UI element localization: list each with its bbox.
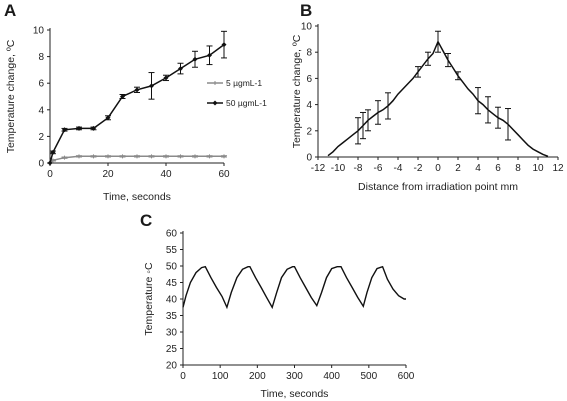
data-point bbox=[207, 154, 212, 159]
x-tick-label: 0 bbox=[47, 169, 53, 180]
panel-letter: B bbox=[300, 1, 312, 20]
data-point bbox=[178, 66, 183, 72]
y-tick-label: 55 bbox=[166, 245, 178, 256]
panel-b: B 0 2 4 6 8 10 -12 -10 -8 -6 -4 -2 0 2 4 6 8 10 12 Distance … bbox=[291, 1, 564, 193]
x-tick-label: -8 bbox=[354, 163, 363, 174]
data-point bbox=[134, 87, 140, 93]
data-point bbox=[207, 52, 212, 58]
y-tick-label: 20 bbox=[166, 361, 178, 372]
x-axis-title: Time, seconds bbox=[261, 388, 329, 400]
x-tick-label: -4 bbox=[394, 163, 403, 174]
y-tick-label: 60 bbox=[166, 229, 178, 240]
data-point bbox=[163, 75, 169, 81]
panel-letter: A bbox=[4, 1, 16, 20]
legend-marker bbox=[212, 100, 218, 106]
y-tick-label: 4 bbox=[306, 100, 312, 111]
x-axis-title: Time, seconds bbox=[103, 191, 171, 203]
legend-label: 5 µgmL-1 bbox=[226, 78, 262, 88]
data-point bbox=[135, 154, 139, 159]
y-tick-label: 0 bbox=[306, 153, 312, 164]
legend-marker bbox=[213, 81, 217, 85]
series-line bbox=[182, 265, 406, 310]
data-point bbox=[50, 158, 55, 163]
x-tick-label: 0 bbox=[435, 163, 441, 174]
y-tick-label: 6 bbox=[306, 74, 312, 85]
data-point bbox=[106, 154, 110, 159]
x-tick-label: 600 bbox=[398, 371, 415, 382]
y-tick-label: 10 bbox=[301, 22, 313, 33]
y-tick-label: 8 bbox=[38, 52, 44, 63]
legend-label: 50 µgmL-1 bbox=[226, 98, 267, 108]
data-point bbox=[62, 127, 67, 133]
data-point bbox=[178, 154, 183, 159]
data-point bbox=[120, 154, 125, 159]
x-tick-label: -12 bbox=[311, 163, 326, 174]
panel-a: A 0 2 4 6 8 10 0 20 40 60 Time, seconds Temperature … bbox=[4, 1, 267, 203]
x-tick-label: 500 bbox=[360, 371, 377, 382]
data-point bbox=[222, 154, 226, 159]
data-point bbox=[193, 154, 197, 159]
data-point bbox=[164, 154, 168, 159]
x-tick-label: 60 bbox=[218, 169, 230, 180]
data-point bbox=[91, 154, 96, 159]
data-point bbox=[47, 160, 53, 166]
data-point bbox=[120, 94, 125, 99]
y-tick-label: 2 bbox=[306, 126, 312, 137]
data-point bbox=[221, 42, 227, 48]
data-point bbox=[149, 83, 154, 89]
x-tick-label: 10 bbox=[532, 163, 544, 174]
y-axis-title: Temperature ◦C bbox=[143, 262, 155, 336]
data-point bbox=[192, 56, 198, 62]
x-tick-label: 2 bbox=[455, 163, 461, 174]
x-tick-label: 40 bbox=[160, 169, 172, 180]
x-tick-label: 0 bbox=[180, 371, 186, 382]
x-tick-label: 400 bbox=[323, 371, 340, 382]
data-point bbox=[105, 115, 111, 121]
x-axis-title: Distance from irradiation point mm bbox=[358, 181, 518, 193]
y-tick-label: 6 bbox=[38, 79, 44, 90]
data-point bbox=[62, 155, 67, 160]
x-tick-label: 8 bbox=[515, 163, 521, 174]
y-tick-label: 10 bbox=[33, 26, 45, 37]
x-tick-label: 100 bbox=[212, 371, 229, 382]
data-point bbox=[77, 154, 81, 159]
y-tick-label: 8 bbox=[306, 48, 312, 59]
x-tick-label: 200 bbox=[249, 371, 266, 382]
y-tick-label: 4 bbox=[38, 105, 44, 116]
x-tick-label: 20 bbox=[102, 169, 114, 180]
data-point bbox=[149, 154, 154, 159]
y-tick-label: 45 bbox=[166, 278, 178, 289]
y-axis-title: Temperature change, ºC bbox=[291, 34, 303, 148]
x-tick-label: -2 bbox=[414, 163, 423, 174]
y-tick-label: 50 bbox=[166, 262, 178, 273]
y-tick-label: 0 bbox=[38, 159, 44, 170]
series-line bbox=[49, 43, 225, 164]
data-point bbox=[50, 149, 56, 155]
data-point bbox=[91, 125, 96, 131]
y-tick-label: 2 bbox=[38, 132, 44, 143]
y-tick-label: 35 bbox=[166, 311, 178, 322]
x-tick-label: 6 bbox=[495, 163, 501, 174]
data-point bbox=[76, 125, 82, 131]
x-tick-label: -10 bbox=[331, 163, 346, 174]
panel-letter: C bbox=[140, 211, 152, 230]
y-axis-title: Temperature change, ºC bbox=[5, 39, 17, 153]
x-tick-label: -6 bbox=[374, 163, 383, 174]
x-tick-label: 12 bbox=[552, 163, 564, 174]
y-tick-label: 40 bbox=[166, 295, 178, 306]
x-tick-label: 300 bbox=[286, 371, 303, 382]
x-tick-label: 4 bbox=[475, 163, 481, 174]
y-tick-label: 25 bbox=[166, 344, 178, 355]
y-tick-label: 30 bbox=[166, 328, 178, 339]
